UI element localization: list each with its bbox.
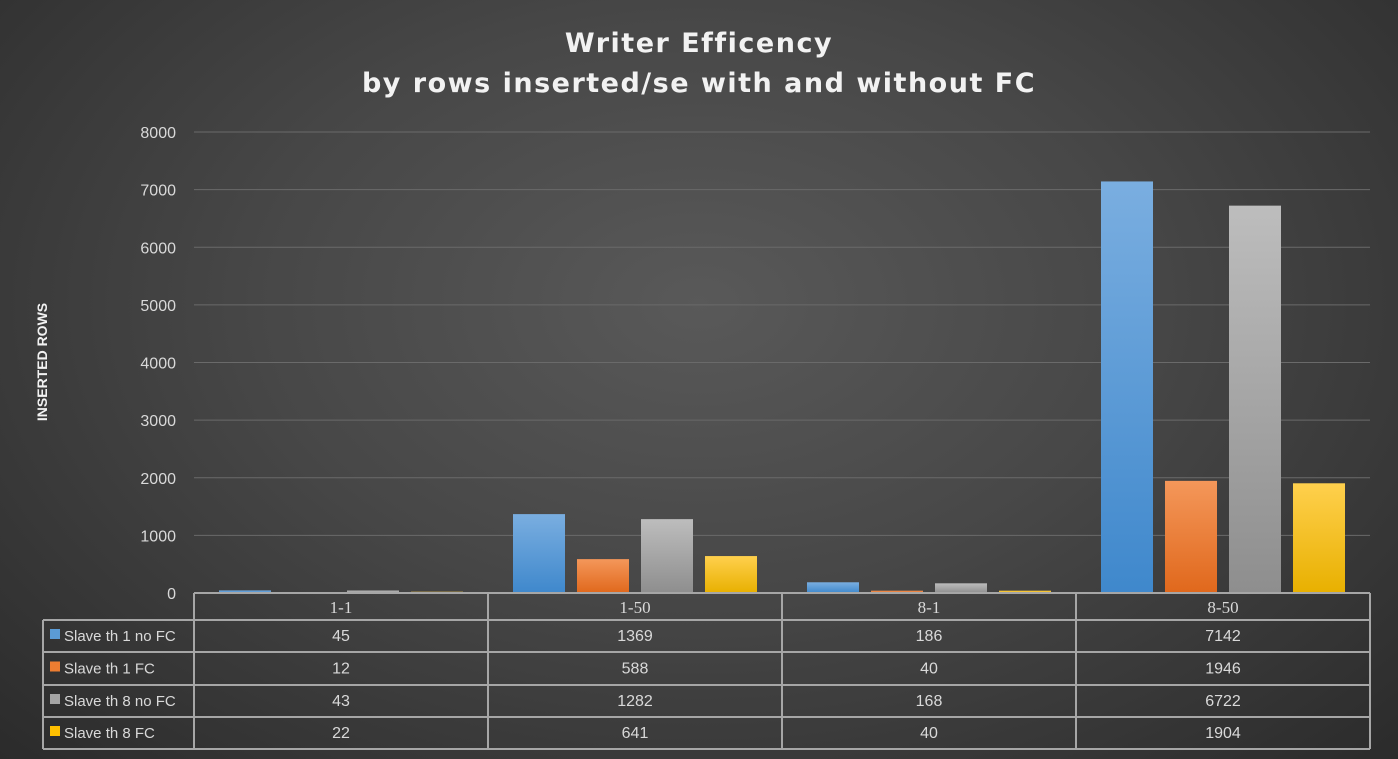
table-cell: 43 bbox=[332, 693, 350, 710]
y-tick-label: 1000 bbox=[140, 528, 176, 545]
bar bbox=[1229, 205, 1281, 593]
bar bbox=[871, 590, 923, 593]
bar bbox=[1293, 483, 1345, 593]
table-cell: 1369 bbox=[617, 628, 653, 645]
chart-subtitle: by rows inserted/se with and without FC bbox=[362, 68, 1036, 99]
bar bbox=[705, 556, 757, 593]
legend-label: Slave th 1 FC bbox=[64, 661, 155, 678]
legend-swatch bbox=[50, 694, 60, 704]
x-category-label: 1-1 bbox=[330, 598, 353, 617]
table-cell: 1904 bbox=[1205, 725, 1241, 742]
table-cell: 22 bbox=[332, 725, 350, 742]
bar bbox=[999, 590, 1051, 593]
bar bbox=[577, 559, 629, 593]
table-cell: 6722 bbox=[1205, 693, 1241, 710]
y-tick-label: 7000 bbox=[140, 183, 176, 200]
table-cell: 40 bbox=[920, 661, 938, 678]
x-category-label: 8-1 bbox=[918, 598, 941, 617]
bar bbox=[935, 583, 987, 593]
y-tick-label: 2000 bbox=[140, 471, 176, 488]
x-category-label: 8-50 bbox=[1207, 598, 1238, 617]
table-cell: 186 bbox=[916, 628, 943, 645]
table-cell: 1946 bbox=[1205, 661, 1241, 678]
legend-label: Slave th 8 no FC bbox=[64, 693, 176, 710]
legend-swatch bbox=[50, 726, 60, 736]
legend-swatch bbox=[50, 629, 60, 639]
y-tick-label: 5000 bbox=[140, 298, 176, 315]
chart-title: Writer Efficency bbox=[565, 28, 833, 59]
table-cell: 40 bbox=[920, 725, 938, 742]
legend-label: Slave th 8 FC bbox=[64, 725, 155, 742]
bar bbox=[807, 582, 859, 593]
y-tick-label: 3000 bbox=[140, 413, 176, 430]
bar bbox=[1101, 181, 1153, 593]
table-cell: 641 bbox=[622, 725, 649, 742]
y-axis-label: INSERTED ROWS bbox=[34, 303, 50, 421]
bar bbox=[1165, 480, 1217, 593]
legend-label: Slave th 1 no FC bbox=[64, 628, 176, 645]
y-tick-label: 0 bbox=[167, 586, 176, 603]
table-cell: 12 bbox=[332, 661, 350, 678]
table-cell: 588 bbox=[622, 661, 649, 678]
bar bbox=[219, 590, 271, 593]
bar bbox=[641, 519, 693, 593]
table-cell: 7142 bbox=[1205, 628, 1241, 645]
table-cell: 168 bbox=[916, 693, 943, 710]
table-cell: 45 bbox=[332, 628, 350, 645]
legend-swatch bbox=[50, 661, 60, 672]
bar bbox=[347, 590, 399, 593]
y-tick-label: 8000 bbox=[140, 125, 176, 142]
y-tick-label: 4000 bbox=[140, 356, 176, 373]
y-tick-label: 6000 bbox=[140, 240, 176, 257]
table-cell: 1282 bbox=[617, 693, 653, 710]
bar bbox=[513, 514, 565, 593]
x-category-label: 1-50 bbox=[619, 598, 650, 617]
